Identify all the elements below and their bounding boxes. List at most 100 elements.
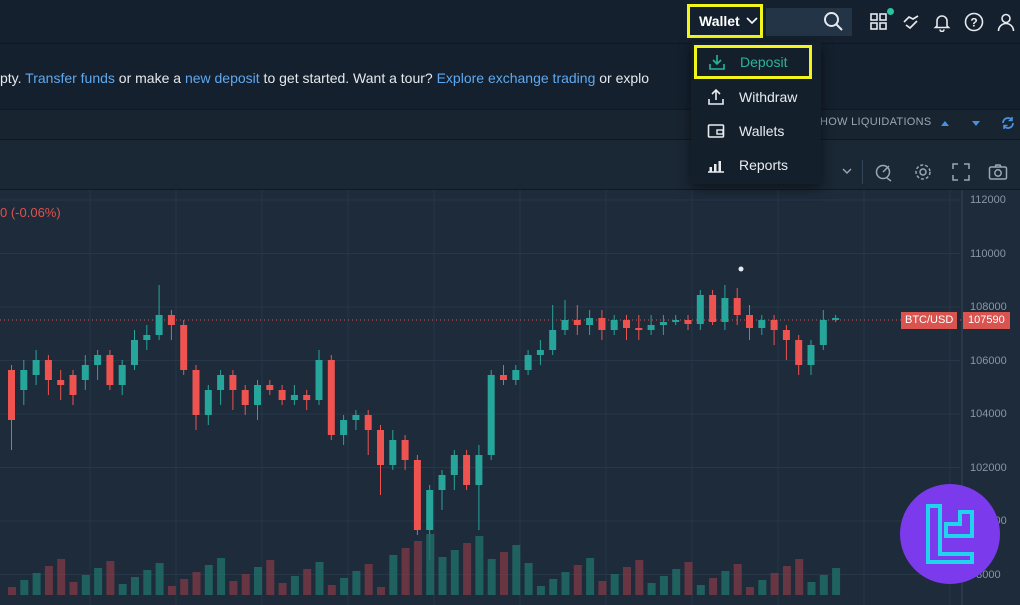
axis-tick-label: 102000	[970, 461, 1007, 474]
candle-body	[561, 320, 569, 330]
fullscreen-icon[interactable]	[952, 163, 970, 181]
candle-body	[315, 360, 323, 400]
volume-bar	[167, 586, 176, 595]
price-chart[interactable]	[0, 190, 1020, 605]
candle-body	[57, 380, 65, 385]
volume-bar	[623, 567, 631, 595]
help-icon[interactable]: ?	[964, 12, 984, 32]
volume-bar	[155, 563, 164, 595]
refresh-icon[interactable]	[1001, 116, 1015, 130]
marker-dot	[738, 266, 744, 272]
user-icon[interactable]	[996, 12, 1016, 32]
candle-body	[118, 365, 126, 385]
candle-body	[573, 320, 581, 325]
volume-bar	[758, 580, 767, 595]
volume-bar	[672, 569, 681, 595]
volume-bar	[647, 583, 656, 595]
volume-bar	[57, 559, 66, 595]
candle-body	[426, 490, 434, 530]
volume-bar	[8, 587, 16, 595]
price-change-label: 0 (-0.06%)	[0, 205, 61, 220]
menu-item-reports[interactable]: Reports	[691, 148, 821, 182]
volume-bar	[401, 548, 410, 595]
candle-body	[44, 360, 52, 380]
volume-bar	[832, 568, 841, 595]
volume-bar	[770, 573, 779, 595]
volume-bar	[795, 559, 804, 595]
banner-text: pty. Transfer funds or make a new deposi…	[0, 70, 649, 86]
volume-bar	[32, 573, 41, 595]
banner-text-part: to get started. Want a tour?	[259, 70, 437, 86]
arrow-down-icon[interactable]	[971, 120, 981, 128]
handshake-icon[interactable]	[901, 12, 921, 32]
volume-bar	[303, 569, 312, 595]
candle-body	[487, 375, 495, 455]
candle-body	[795, 340, 803, 365]
candle-body	[192, 370, 200, 415]
menu-item-label: Reports	[739, 157, 789, 173]
candle-body	[401, 440, 409, 460]
candle-body	[598, 318, 606, 330]
axis-tick-label: 104000	[970, 408, 1007, 420]
apps-icon[interactable]	[869, 12, 889, 32]
gear-icon[interactable]	[913, 162, 933, 182]
volume-bar	[180, 579, 189, 595]
volume-bar	[118, 584, 127, 595]
volume-bar	[733, 564, 742, 595]
candle-body	[819, 320, 827, 345]
volume-bar	[327, 585, 336, 595]
candle-body	[647, 325, 655, 330]
wallet-dropdown-button[interactable]: Wallet	[687, 4, 763, 38]
brand-logo	[900, 484, 1000, 584]
volume-bar	[290, 576, 299, 595]
candle-body	[746, 315, 753, 328]
logo-glyph-icon	[926, 504, 974, 564]
candle-body	[20, 370, 28, 390]
transfer-funds-link[interactable]: Transfer funds	[25, 70, 115, 86]
volume-bar	[709, 578, 718, 595]
indicator-icon[interactable]	[874, 162, 894, 182]
candle-body	[327, 360, 335, 435]
menu-item-withdraw[interactable]: Withdraw	[691, 80, 821, 114]
bell-icon[interactable]	[932, 12, 952, 32]
volume-bar	[389, 555, 398, 595]
candle-body	[475, 455, 483, 485]
banner-text-part: or explo	[595, 70, 650, 86]
volume-bar	[266, 560, 275, 595]
volume-bar	[819, 575, 828, 595]
arrow-up-icon[interactable]	[940, 119, 950, 127]
candle-body	[782, 330, 790, 340]
volume-bar	[573, 565, 582, 595]
volume-bar	[463, 543, 472, 595]
toolbar-divider	[862, 160, 863, 184]
search-icon[interactable]	[823, 11, 844, 32]
explore-exchange-trading-link[interactable]: Explore exchange trading	[436, 70, 596, 86]
pair-badge: BTC/USD	[901, 312, 958, 329]
menu-item-deposit[interactable]: Deposit	[694, 45, 812, 79]
volume-bar	[586, 558, 595, 595]
candlestick-chart[interactable]	[0, 190, 1020, 605]
banner-text-part: pty.	[0, 70, 26, 86]
svg-text:?: ?	[970, 16, 977, 30]
candle-body	[770, 320, 778, 330]
volume-bar	[278, 583, 287, 595]
candle-body	[709, 295, 717, 322]
menu-item-wallets[interactable]: Wallets	[691, 114, 821, 148]
camera-icon[interactable]	[988, 163, 1008, 181]
chevron-down-icon[interactable]	[842, 168, 852, 175]
candle-body	[352, 415, 360, 420]
candle-body	[413, 460, 421, 530]
volume-bar	[746, 587, 754, 595]
search-box[interactable]	[766, 8, 852, 36]
upload-icon	[708, 88, 724, 105]
show-liquidations-toggle[interactable]: HOW LIQUIDATIONS	[820, 116, 932, 128]
candle-body	[266, 385, 274, 390]
candle-body	[377, 430, 384, 465]
bar-chart-icon	[708, 161, 724, 173]
candle-body	[758, 320, 766, 328]
candle-body	[204, 390, 212, 415]
candle-body	[217, 375, 225, 390]
candle-body	[143, 335, 151, 340]
candle-body	[69, 375, 77, 395]
new-deposit-link[interactable]: new deposit	[184, 70, 260, 86]
